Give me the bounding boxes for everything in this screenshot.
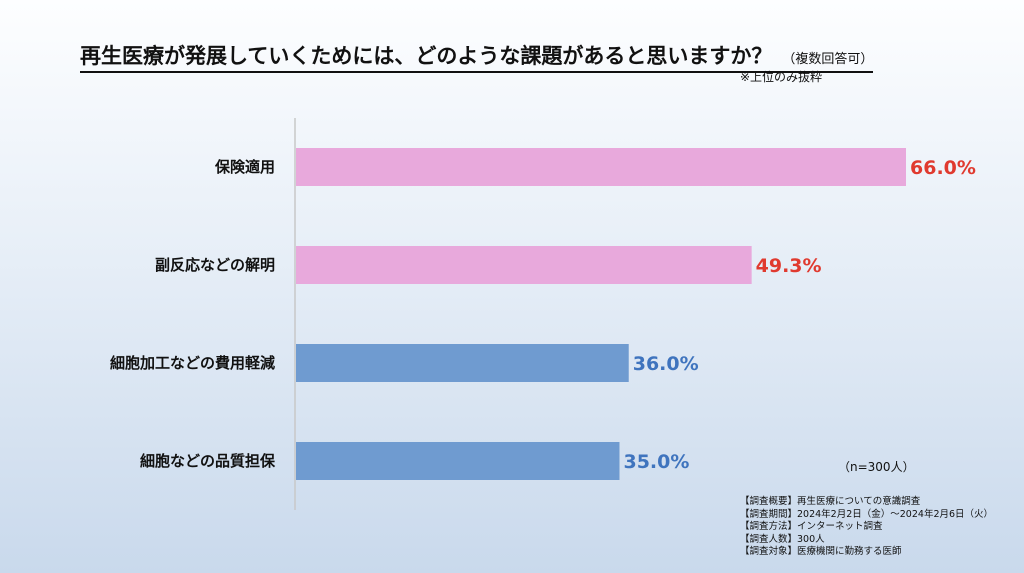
- category-label-1: 副反応などの解明: [155, 256, 275, 274]
- value-label-3: 35.0%: [623, 451, 689, 473]
- bar-3: [296, 442, 620, 480]
- sample-size: （n=300人）: [838, 460, 915, 474]
- survey-count: 【調査人数】300人: [740, 533, 825, 545]
- chart-title: 再生医療が発展していくためには、どのような課題があると思いますか？ （複数回答可）: [80, 40, 874, 73]
- category-label-0: 保険適用: [214, 158, 275, 176]
- survey-method: 【調査方法】インターネット調査: [740, 521, 883, 532]
- value-label-2: 36.0%: [633, 353, 699, 375]
- category-label-3: 細胞などの品質担保: [140, 452, 276, 470]
- category-label-2: 細胞加工などの費用軽減: [110, 354, 275, 372]
- survey-summary: 【調査概要】再生医療についての意識調査: [740, 496, 921, 507]
- value-label-1: 49.3%: [756, 255, 822, 277]
- excerpt-note: ※上位のみ抜粋: [740, 70, 823, 84]
- survey-info: 【調査概要】再生医療についての意識調査 【調査期間】2024年2月2日（金）～2…: [740, 496, 993, 559]
- title-note: （複数回答可）: [782, 52, 874, 67]
- survey-target: 【調査対象】医療機関に勤務する医師: [740, 546, 902, 557]
- title-text: 再生医療が発展していくためには、どのような課題があると思いますか？: [80, 44, 773, 68]
- value-label-0: 66.0%: [910, 157, 976, 179]
- bar-0: [296, 148, 906, 186]
- bar-1: [296, 246, 752, 284]
- survey-period: 【調査期間】2024年2月2日（金）～2024年2月6日（火）: [740, 508, 994, 520]
- bar-2: [296, 344, 629, 382]
